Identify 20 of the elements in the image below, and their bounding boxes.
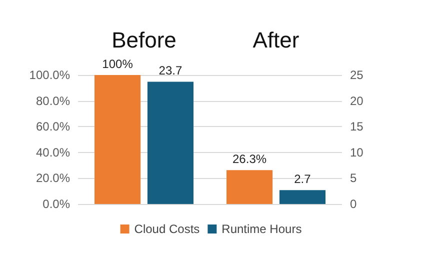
data-label: 100%	[102, 57, 134, 71]
y2-tick-label: 10	[350, 145, 364, 160]
y-tick-label: 80.0%	[36, 94, 70, 108]
y-tick-label: 60.0%	[36, 120, 70, 134]
y2-tick-label: 5	[350, 171, 357, 186]
y2-tick-label: 25	[350, 68, 364, 82]
x-tick-label: After	[252, 28, 300, 52]
y2-tick-label: 0	[350, 197, 357, 211]
data-label: 26.3%	[232, 152, 267, 166]
y2-tick-label: 15	[350, 120, 364, 134]
y-tick-label: 0.0%	[42, 197, 70, 211]
data-label: 23.7	[158, 64, 182, 78]
y-tick-label: 20.0%	[36, 171, 70, 186]
y2-tick-label: 20	[350, 94, 364, 108]
legend-label: Cloud Costs	[134, 222, 200, 236]
data-label: 2.7	[294, 172, 312, 186]
y-tick-label: 40.0%	[36, 145, 70, 160]
legend-label: Runtime Hours	[222, 222, 302, 236]
x-tick-label: Before	[112, 28, 176, 52]
y-tick-label: 100.0%	[29, 68, 70, 82]
